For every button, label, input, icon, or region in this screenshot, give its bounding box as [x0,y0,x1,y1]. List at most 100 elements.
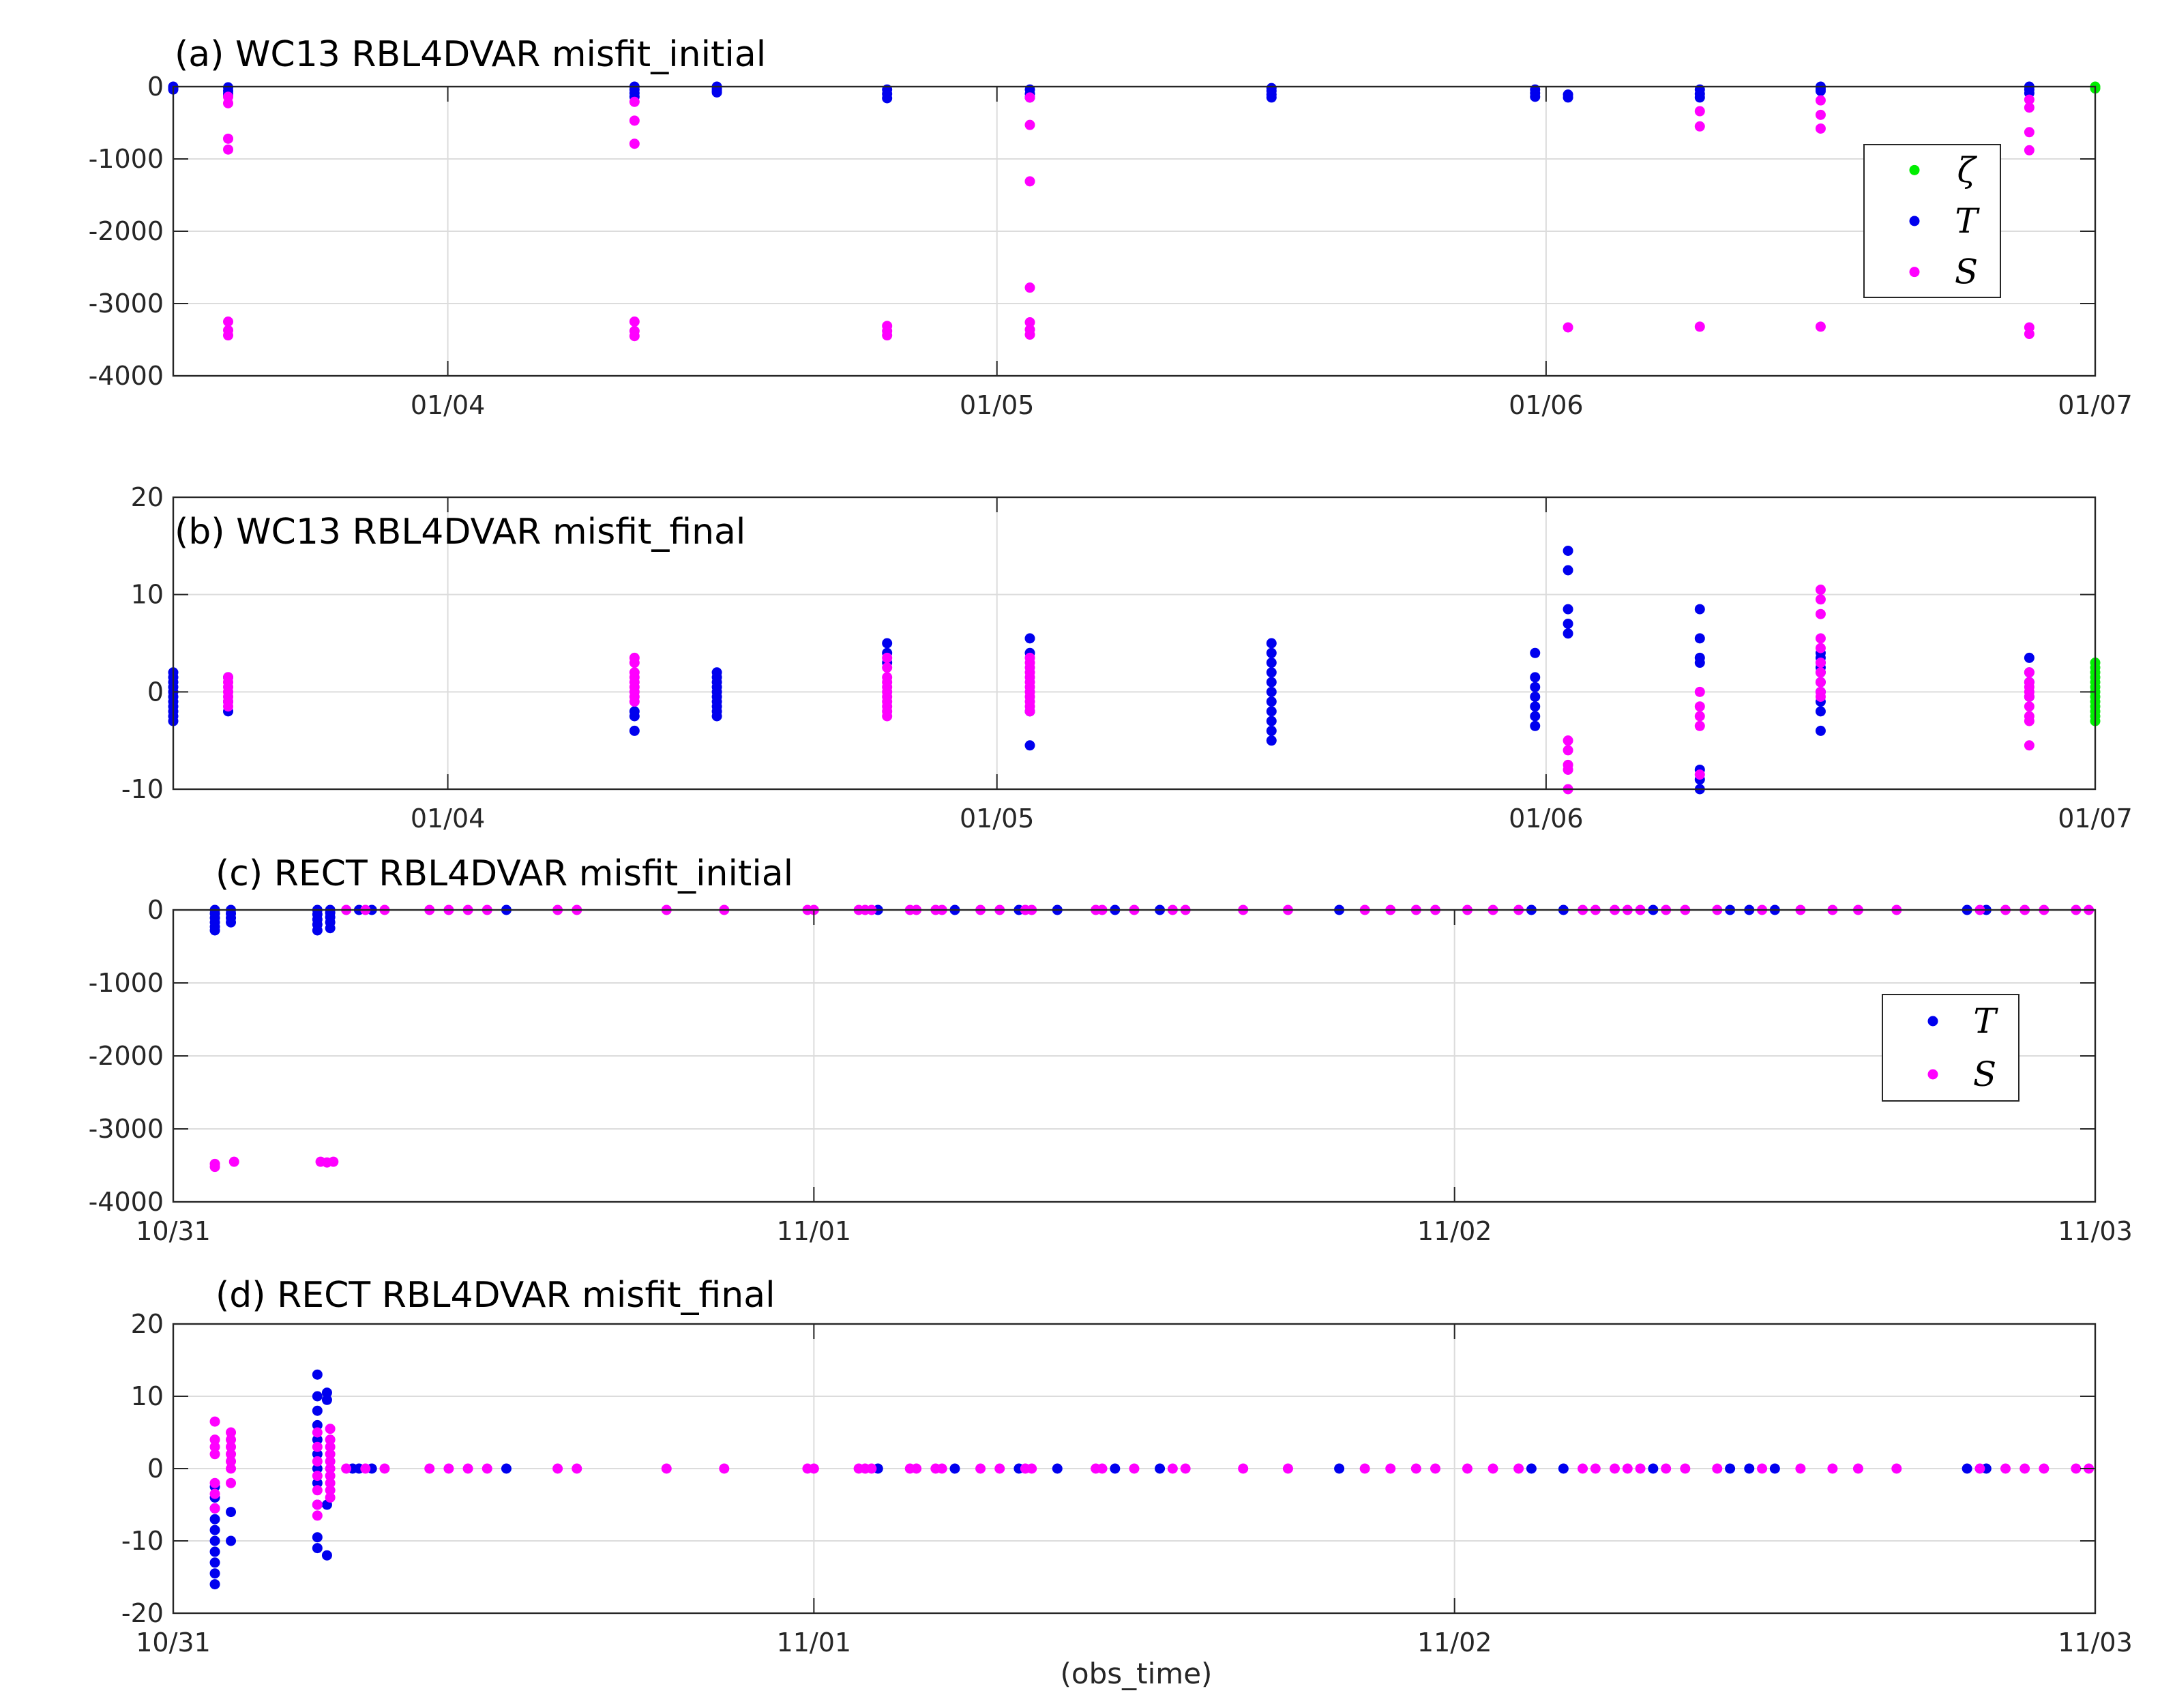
legend: TS [1882,994,2019,1102]
x-tick-label: 11/03 [2058,1216,2133,1246]
data-point-S [2024,691,2035,702]
data-point-S [226,1434,237,1445]
x-tick-label: 01/06 [1509,804,1584,834]
data-point-S [223,330,234,341]
panel-title: (c) RECT RBL4DVAR misfit_initial [216,853,793,894]
data-point-S [223,98,234,108]
data-point-T [1558,1463,1569,1474]
data-point-S [882,662,893,673]
data-point-S [209,1441,220,1452]
data-point-T [1694,604,1705,615]
data-point-S [552,1463,563,1474]
data-point-S [1024,92,1035,103]
data-point-S [325,1424,336,1434]
data-point-S [2024,127,2035,138]
data-point-T [1725,1463,1736,1474]
data-point-T [226,917,237,928]
y-tick-label: 10 [131,580,164,610]
data-point-S [1097,1463,1108,1474]
data-point-T [325,923,336,934]
data-point-S [379,1463,390,1474]
data-point-T [321,1394,332,1405]
data-point-T [209,1579,220,1590]
plot-area [173,497,2095,789]
data-point-S [1694,701,1705,712]
data-point-T [1563,618,1573,629]
data-point-S [462,1463,473,1474]
data-point-T [1266,725,1277,736]
data-point-T [312,1391,323,1402]
data-point-T [312,1369,323,1380]
data-point-T [629,725,640,736]
data-point-S [1610,1463,1620,1474]
data-point-S [325,1471,336,1482]
legend-marker-S [1927,1069,1938,1080]
data-point-T [312,1405,323,1416]
data-point-T [321,1550,332,1561]
data-point-S [1694,106,1705,117]
data-point-S [629,696,640,707]
data-point-T [1563,565,1573,576]
x-tick-label: 01/07 [2058,390,2133,420]
data-point-S [1680,1463,1691,1474]
data-point-S [226,1456,237,1467]
y-tick-label: -10 [121,1526,164,1556]
data-point-S [223,144,234,155]
data-point-T [1530,91,1541,102]
x-tick-label: 01/06 [1509,390,1584,420]
data-point-T [1815,85,1826,96]
data-point-S [328,1156,339,1167]
data-point-T [1648,1463,1659,1474]
data-point-S [572,1463,582,1474]
data-point-T [1563,545,1573,556]
data-point-T [1530,672,1541,683]
data-point-T [312,1449,323,1460]
data-point-S [882,330,893,341]
data-point-S [1167,1463,1178,1474]
data-point-S [325,1463,336,1474]
data-point-T [711,87,722,98]
data-point-S [629,331,640,342]
data-point-S [1974,1463,1985,1474]
x-tick-label: 01/04 [411,804,486,834]
legend-label-T: T [1955,201,1980,241]
data-point-T [1266,658,1277,668]
data-point-T [1266,716,1277,726]
data-point-T [209,1557,220,1568]
data-point-S [1815,585,1826,595]
data-point-S [1590,1463,1601,1474]
data-point-S [1694,686,1705,697]
data-point-T [1024,740,1035,751]
data-point-S [1815,691,1826,702]
data-point-S [1815,95,1826,106]
data-point-T [1769,1463,1780,1474]
data-point-T [1530,647,1541,658]
x-tick-label: 11/01 [777,1628,852,1658]
data-point-S [1815,677,1826,688]
data-point-S [2024,740,2035,751]
data-point-S [341,1463,352,1474]
data-point-T [1530,720,1541,731]
data-point-S [325,1449,336,1460]
data-point-S [994,1463,1005,1474]
legend-box [1863,144,2001,298]
data-point-S [312,1441,323,1452]
legend-label-T: T [1973,1001,1998,1041]
data-point-T [1563,92,1573,103]
data-point-S [629,138,640,149]
data-point-S [1795,1463,1806,1474]
data-point-S [1852,1463,1863,1474]
data-point-T [1563,628,1573,639]
data-point-S [1024,317,1035,328]
data-point-S [1024,282,1035,293]
data-point-T [1530,701,1541,712]
axes-frame [172,496,2097,791]
x-tick-label: 01/05 [960,390,1035,420]
data-point-S [1815,109,1826,120]
data-point-T [882,638,893,649]
data-point-T [209,1535,220,1546]
data-point-S [1410,1463,1421,1474]
data-point-T [312,1543,323,1554]
data-point-S [866,1463,877,1474]
data-point-S [1385,1463,1396,1474]
